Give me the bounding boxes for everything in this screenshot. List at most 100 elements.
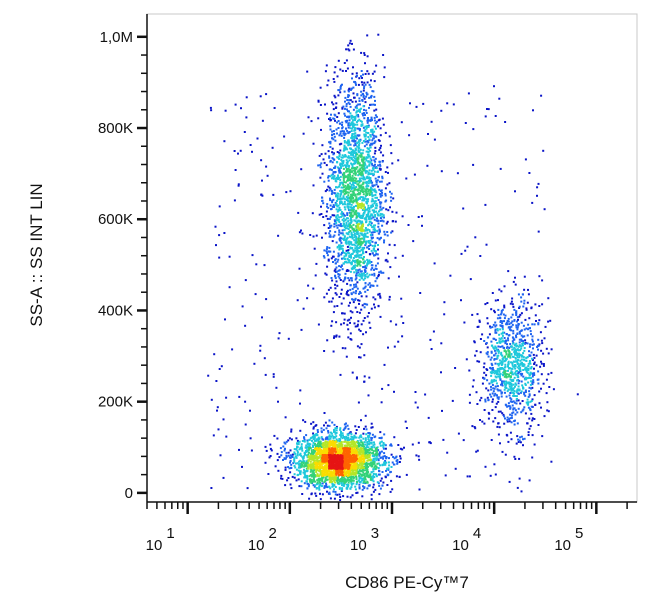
- data-point: [335, 102, 338, 105]
- data-point: [313, 457, 316, 460]
- data-point: [380, 477, 383, 480]
- data-point: [313, 473, 315, 476]
- data-point: [372, 168, 375, 171]
- data-point: [379, 147, 382, 149]
- data-point: [520, 347, 523, 350]
- data-point: [497, 373, 500, 376]
- data-point: [360, 123, 363, 126]
- data-point: [365, 140, 368, 143]
- data-point: [360, 225, 363, 228]
- data-point: [316, 473, 319, 476]
- data-point: [539, 365, 542, 368]
- data-point: [374, 127, 377, 130]
- data-point: [521, 335, 524, 338]
- data-point: [496, 425, 499, 428]
- data-point: [214, 225, 217, 228]
- data-point: [315, 459, 318, 462]
- data-point: [378, 484, 381, 487]
- data-point: [354, 144, 357, 146]
- data-point: [355, 188, 358, 191]
- data-point: [373, 218, 376, 221]
- data-point: [244, 400, 247, 403]
- data-point: [343, 144, 346, 147]
- data-point: [494, 362, 497, 365]
- data-point: [348, 474, 351, 477]
- data-point: [350, 130, 353, 132]
- data-point: [370, 461, 373, 464]
- data-point: [387, 467, 390, 470]
- data-point: [357, 189, 360, 192]
- data-point: [356, 259, 359, 261]
- data-point: [395, 211, 398, 214]
- data-point: [330, 480, 333, 483]
- data-point: [443, 313, 446, 316]
- data-point: [288, 437, 291, 440]
- data-point: [515, 326, 518, 329]
- data-point: [352, 482, 355, 485]
- data-point: [340, 142, 343, 145]
- data-point: [322, 476, 325, 478]
- data-point: [510, 316, 513, 319]
- data-point: [359, 264, 362, 267]
- data-point: [273, 434, 276, 437]
- data-point: [297, 469, 300, 472]
- data-point: [373, 116, 376, 119]
- data-point: [353, 186, 356, 189]
- data-point: [514, 385, 516, 388]
- data-point: [307, 485, 310, 488]
- data-point: [327, 430, 330, 432]
- data-point: [541, 303, 544, 306]
- data-point: [337, 219, 340, 222]
- data-point: [520, 390, 523, 393]
- data-point: [355, 167, 358, 170]
- data-point: [536, 346, 539, 348]
- data-point: [498, 426, 501, 429]
- data-point: [395, 323, 398, 326]
- data-point: [337, 89, 340, 92]
- data-point: [396, 462, 399, 465]
- data-point: [393, 457, 396, 460]
- data-point: [519, 366, 522, 369]
- data-point: [210, 398, 213, 401]
- data-point: [338, 238, 341, 240]
- data-point: [352, 471, 355, 474]
- data-point: [351, 134, 354, 137]
- data-point: [322, 445, 325, 448]
- data-point: [350, 445, 353, 448]
- data-point: [362, 168, 365, 171]
- data-point: [311, 212, 314, 215]
- data-point: [343, 473, 346, 476]
- data-point: [328, 235, 331, 238]
- data-point: [517, 349, 520, 352]
- data-point: [512, 342, 514, 345]
- data-point: [520, 296, 523, 299]
- data-point: [363, 108, 365, 111]
- data-point: [356, 123, 359, 126]
- data-point: [375, 473, 377, 476]
- data-point: [520, 339, 523, 342]
- data-point: [367, 394, 370, 397]
- data-point: [510, 375, 512, 378]
- data-point: [498, 340, 501, 343]
- data-point: [374, 215, 377, 218]
- data-point: [361, 203, 364, 206]
- data-point: [521, 293, 524, 296]
- data-point: [497, 375, 500, 378]
- data-point: [364, 303, 367, 306]
- data-point: [363, 117, 366, 120]
- data-point: [520, 435, 523, 438]
- data-point: [338, 231, 341, 234]
- data-point: [334, 486, 337, 488]
- data-point: [377, 244, 379, 246]
- data-point: [334, 292, 337, 295]
- data-point: [359, 232, 362, 235]
- data-point: [343, 155, 346, 158]
- data-point: [352, 291, 355, 294]
- data-point: [376, 179, 379, 182]
- data-point: [354, 325, 357, 328]
- data-point: [383, 241, 385, 244]
- data-point: [348, 173, 351, 176]
- data-point: [356, 244, 359, 247]
- data-point: [359, 148, 362, 151]
- data-point: [513, 319, 516, 322]
